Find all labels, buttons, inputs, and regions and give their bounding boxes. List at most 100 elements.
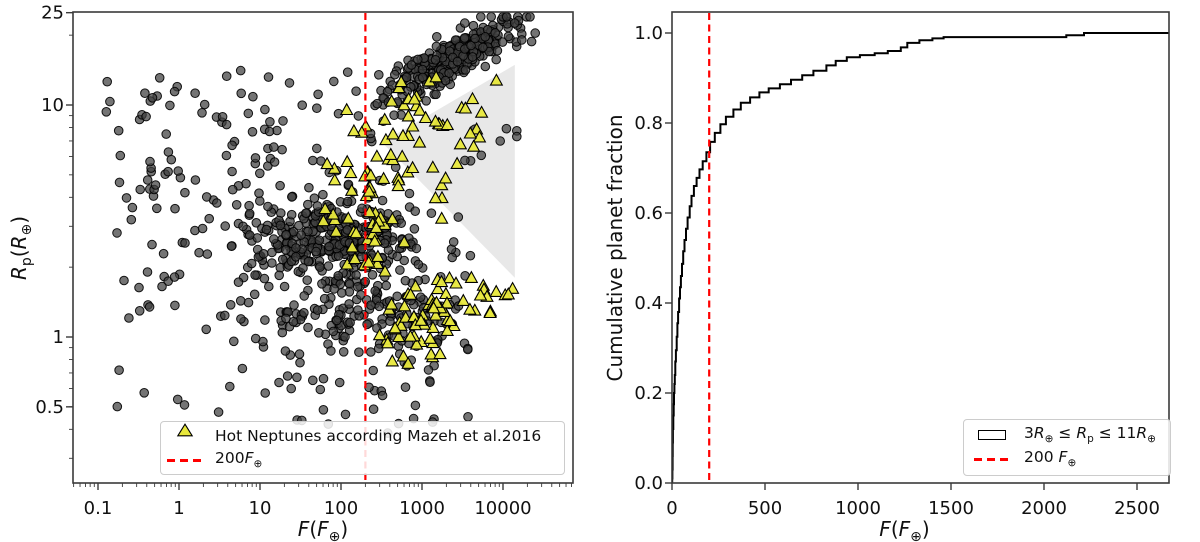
planet-point bbox=[237, 363, 248, 374]
x-tick-label: 0 bbox=[666, 498, 677, 519]
hot-neptune-point bbox=[391, 329, 406, 343]
legend-label-hot-neptunes: Hot Neptunes according Mazeh et al.2016 bbox=[215, 427, 542, 445]
hot-neptune-point bbox=[391, 178, 406, 192]
planet-point bbox=[287, 192, 297, 202]
planet-point bbox=[277, 144, 287, 155]
planet-point bbox=[309, 193, 320, 203]
planet-point bbox=[366, 300, 376, 311]
planet-point bbox=[254, 188, 264, 198]
planet-point bbox=[231, 200, 242, 210]
hot-neptune-point bbox=[464, 270, 479, 283]
x-tick-label: 2500 bbox=[1114, 498, 1160, 519]
hot-neptune-point bbox=[343, 165, 358, 179]
hot-neptune-point bbox=[316, 213, 331, 227]
hot-neptune-point bbox=[408, 279, 423, 292]
planet-point bbox=[490, 28, 501, 38]
planet-point bbox=[298, 263, 308, 273]
hot-neptune-point bbox=[392, 80, 406, 94]
hot-neptune-point bbox=[320, 156, 334, 170]
planet-point bbox=[392, 291, 403, 302]
planet-point bbox=[432, 32, 442, 42]
planet-point bbox=[318, 189, 328, 200]
planet-point bbox=[179, 400, 190, 410]
planet-point bbox=[308, 375, 318, 386]
planet-point bbox=[311, 246, 321, 257]
planet-point bbox=[345, 317, 355, 328]
planet-point bbox=[497, 37, 508, 47]
planet-point bbox=[157, 281, 167, 292]
planet-point bbox=[163, 166, 173, 177]
planet-point bbox=[460, 18, 470, 28]
planet-point bbox=[170, 203, 180, 214]
planet-point bbox=[328, 326, 339, 337]
planet-point bbox=[476, 150, 487, 161]
hot-neptune-point bbox=[405, 160, 420, 174]
legend-label-200f: 200F⊕ bbox=[215, 449, 263, 471]
planet-point bbox=[249, 289, 260, 300]
cumulative-fraction-curve bbox=[672, 32, 1169, 483]
planet-point bbox=[213, 407, 224, 417]
legend-label-radius-range: 3R⊕ ≤ Rp ≤ 11R⊕ bbox=[1024, 424, 1156, 446]
hot-neptune-point bbox=[428, 190, 443, 204]
hot-neptune-point bbox=[403, 287, 418, 300]
planet-point bbox=[280, 245, 291, 255]
y-tick-label: 25 bbox=[41, 3, 64, 24]
planet-point bbox=[377, 390, 388, 401]
planet-point bbox=[169, 272, 180, 282]
hot-neptune-point bbox=[430, 281, 445, 295]
planet-point bbox=[313, 89, 323, 100]
planet-point bbox=[225, 381, 235, 392]
planet-point bbox=[212, 198, 222, 208]
planet-point bbox=[141, 111, 151, 122]
planet-point bbox=[221, 71, 232, 81]
planet-point bbox=[166, 154, 177, 165]
planet-point bbox=[423, 365, 434, 375]
planet-point bbox=[415, 292, 426, 303]
x-tick-label: 10 bbox=[249, 498, 272, 519]
planet-point bbox=[173, 166, 183, 176]
hot-neptune-point bbox=[423, 331, 438, 344]
planet-point bbox=[353, 305, 363, 315]
rect-outline-marker-icon bbox=[978, 430, 1006, 440]
hot-neptune-point bbox=[405, 119, 420, 132]
planet-point bbox=[390, 69, 400, 80]
planet-point bbox=[147, 93, 158, 103]
hot-neptune-point bbox=[361, 255, 376, 268]
hot-neptune-point bbox=[371, 249, 385, 262]
planet-point bbox=[368, 365, 379, 376]
hot-neptune-point bbox=[440, 117, 455, 131]
hot-neptune-point bbox=[385, 211, 400, 225]
y-tick-label: 0.4 bbox=[634, 293, 663, 314]
hot-neptune-point bbox=[434, 177, 449, 191]
planet-point bbox=[172, 394, 183, 405]
planet-point bbox=[250, 333, 261, 344]
planet-point bbox=[486, 12, 496, 22]
planet-point bbox=[340, 332, 350, 342]
planet-point bbox=[291, 251, 301, 262]
planet-point bbox=[124, 313, 134, 323]
planet-point bbox=[517, 35, 527, 45]
planet-point bbox=[119, 275, 129, 286]
planet-point bbox=[296, 230, 306, 240]
planet-point bbox=[476, 12, 486, 22]
planet-point bbox=[220, 221, 230, 231]
planet-point bbox=[329, 76, 339, 87]
planet-point bbox=[333, 271, 344, 281]
planet-point bbox=[202, 249, 213, 259]
x-tick-label: 1 bbox=[173, 498, 184, 519]
planet-point bbox=[385, 316, 395, 327]
planet-point bbox=[227, 184, 238, 195]
planet-point bbox=[250, 270, 260, 280]
planet-point bbox=[463, 412, 473, 422]
planet-point bbox=[453, 212, 464, 222]
planet-point bbox=[447, 252, 458, 263]
planet-point bbox=[368, 404, 379, 415]
planet-point bbox=[351, 270, 361, 280]
planet-point bbox=[319, 293, 330, 304]
planet-point bbox=[190, 88, 200, 98]
planet-point bbox=[286, 209, 297, 220]
planet-point bbox=[303, 322, 313, 333]
planet-point bbox=[267, 247, 277, 258]
x-axis-label: F(F⊕) bbox=[879, 517, 929, 542]
legend-row-flux-line: 200 F⊕ bbox=[970, 447, 1156, 471]
